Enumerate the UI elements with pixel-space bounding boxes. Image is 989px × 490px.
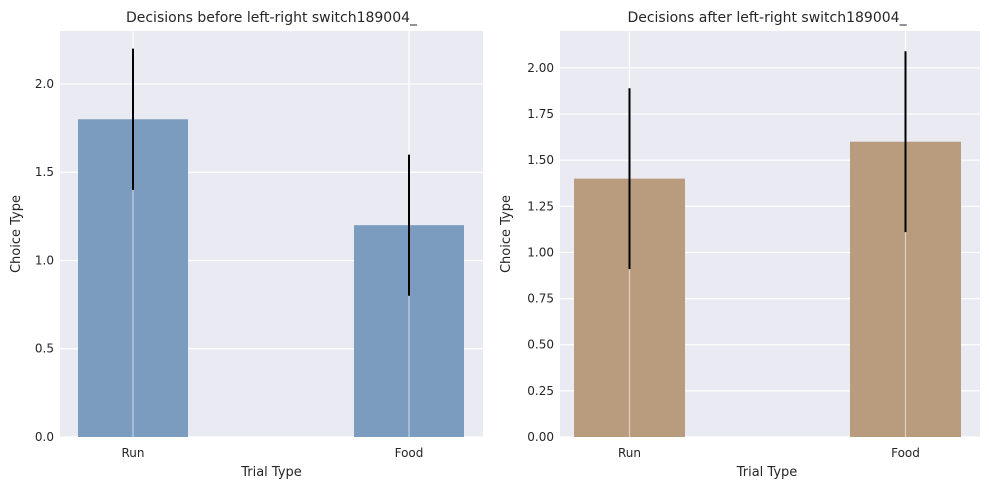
y-tick-label: 1.00 [527,245,554,259]
y-tick-label: 1.5 [35,165,54,179]
errorbars-before [132,48,410,296]
errorbars-after [628,51,907,270]
y-axis-label-after: Choice Type [499,195,514,273]
y-tick-label: 1.50 [527,153,554,167]
y-tick-label: 0.5 [35,342,54,356]
chart-before: 0.0 0.5 1.0 1.5 2.0 Run Food Decisions before… [9,10,483,480]
chart-title-after: Decisions after left-right switch189004_ [627,10,907,26]
x-tick-label: Run [618,446,641,460]
y-axis-label-before: Choice Type [9,195,24,273]
y-tick-label: 2.0 [35,77,54,91]
y-ticks-after: 0.00 0.25 0.50 0.75 1.00 1.25 1.50 1.75 2.00 [527,61,554,444]
x-tick-label: Food [395,446,424,460]
chart-after: 0.00 0.25 0.50 0.75 1.00 1.25 1.50 1.75 2.00 Run… [499,10,980,480]
y-tick-label: 0.50 [527,338,554,352]
y-tick-label: 1.75 [527,107,554,121]
y-tick-label: 1.0 [35,253,54,267]
x-ticks-after: Run Food [618,446,920,460]
y-ticks-before: 0.0 0.5 1.0 1.5 2.0 [35,77,54,444]
x-axis-label-after: Trial Type [736,465,798,480]
x-tick-label: Run [121,446,144,460]
y-tick-label: 0.25 [527,384,554,398]
y-tick-label: 0.00 [527,430,554,444]
y-tick-label: 0.75 [527,292,554,306]
x-axis-label-before: Trial Type [240,465,302,480]
y-tick-label: 0.0 [35,430,54,444]
x-tick-label: Food [891,446,920,460]
y-tick-label: 1.25 [527,199,554,213]
chart-title-before: Decisions before left-right switch189004… [126,10,418,26]
y-tick-label: 2.00 [527,61,554,75]
x-ticks-before: Run Food [121,446,423,460]
